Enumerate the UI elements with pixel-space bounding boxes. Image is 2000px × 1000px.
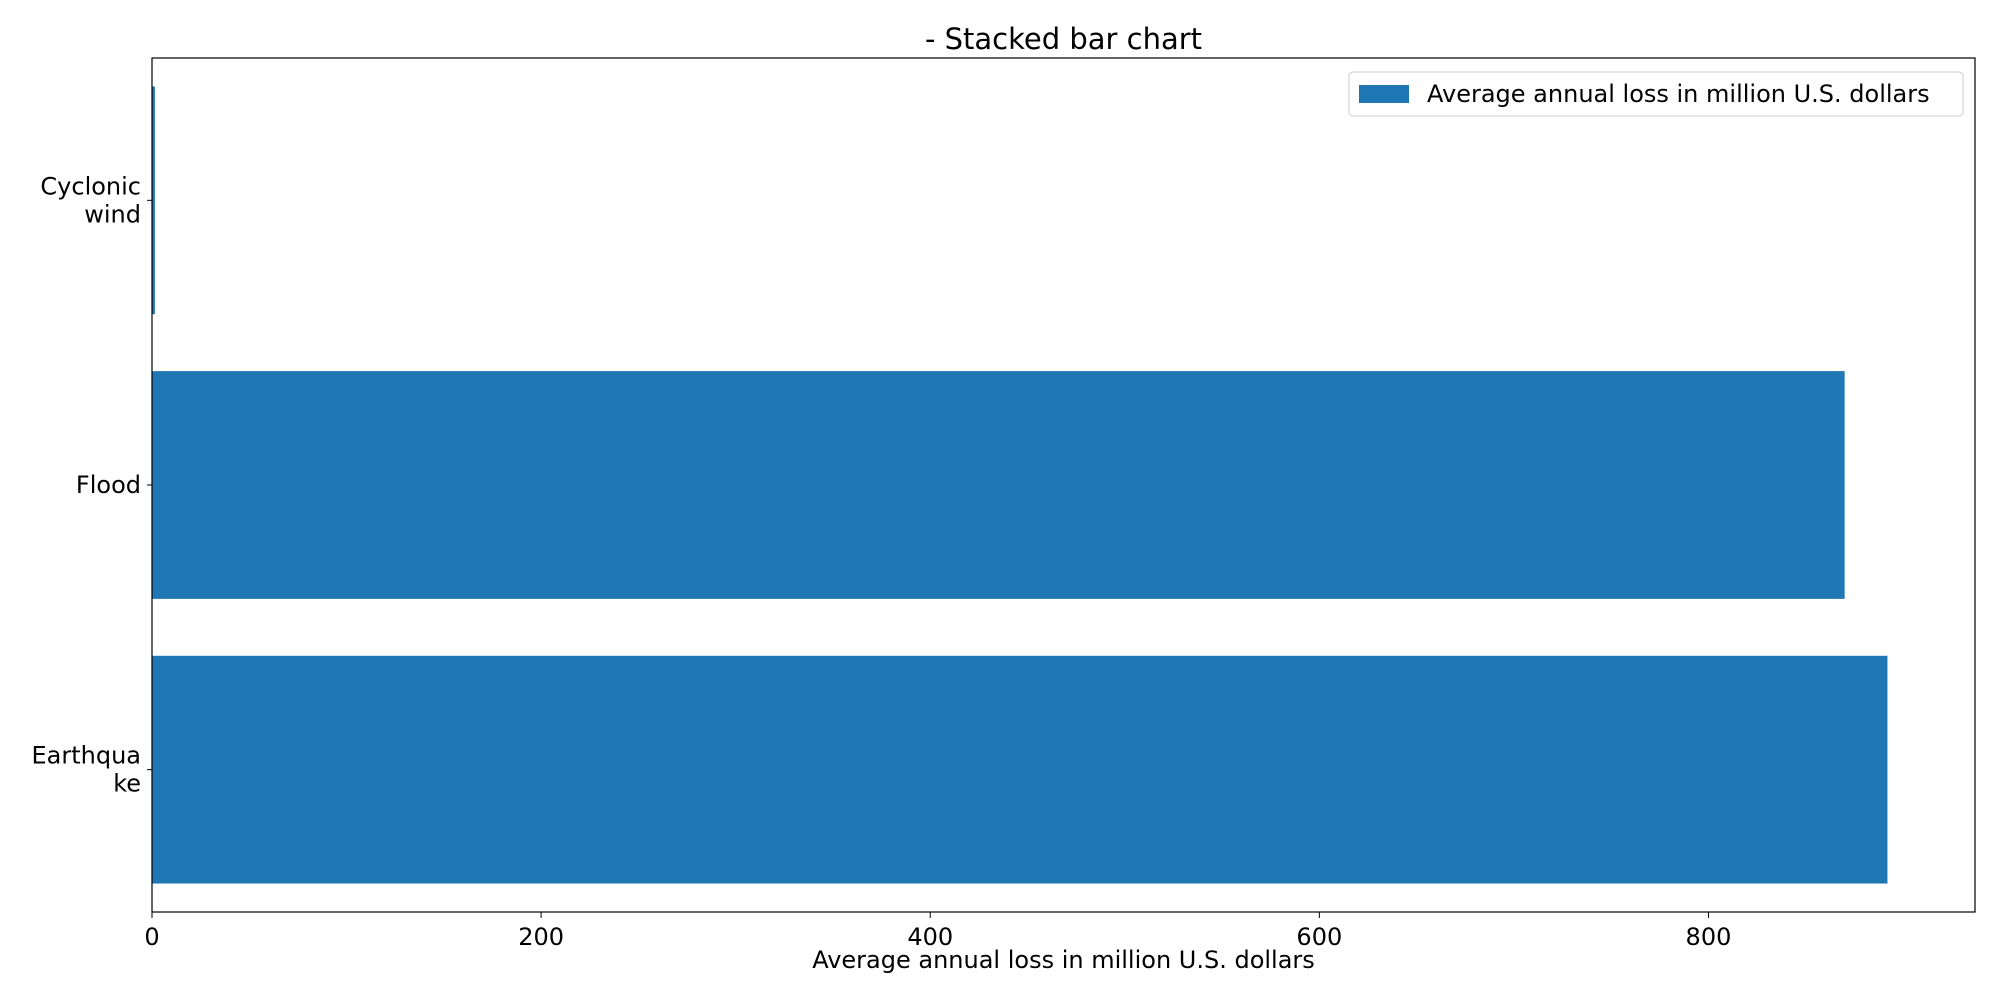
bar-cyclonic-wind [152,86,155,315]
legend-label: Average annual loss in million U.S. doll… [1427,80,1930,108]
bar-earthquake [152,655,1888,884]
legend-swatch [1359,85,1409,103]
bars-group [152,86,1888,884]
x-tick-label: 400 [907,923,953,951]
y-tick-label: ke [113,770,141,798]
bar-flood [152,371,1845,599]
y-tick-label: Cyclonic [40,172,141,200]
chart-title: - Stacked bar chart [925,22,1202,56]
y-tick-label: Flood [76,471,141,499]
y-tick-label: Earthqua [31,742,141,770]
x-tick-label: 800 [1686,923,1732,951]
y-tick-label: wind [84,200,141,228]
legend-box [1348,71,1964,117]
x-axis: 0 200 400 600 800 [144,912,1731,951]
x-axis-label: Average annual loss in million U.S. doll… [812,946,1315,974]
x-tick-label: 0 [144,923,159,951]
legend: Average annual loss in million U.S. doll… [1348,71,1964,117]
x-tick-label: 200 [518,923,564,951]
x-tick-label: 600 [1296,923,1342,951]
